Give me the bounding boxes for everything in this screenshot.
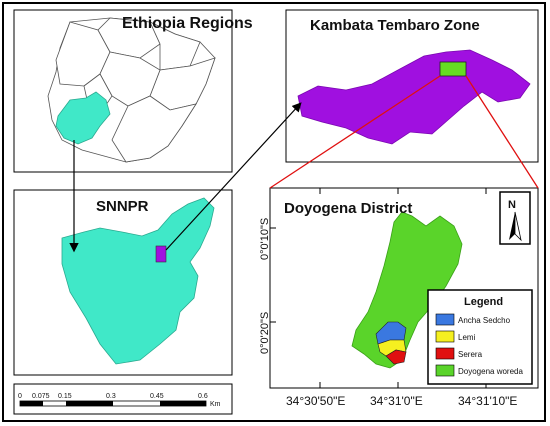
scale-tick-2: 0.15 (58, 393, 72, 400)
kambata-panel: Kambata Tembaro Zone (285, 9, 539, 163)
scale-tick-3: 0.3 (106, 393, 116, 400)
lat-label-2: 0°0'20"S (259, 312, 271, 354)
legend-title: Legend (464, 296, 503, 308)
map-frame (2, 2, 546, 422)
connector-red-left (269, 75, 441, 189)
legend: Legend Ancha Sedcho Lemi Serera Doyogena… (427, 289, 533, 385)
legend-swatch-lemi (435, 330, 455, 343)
legend-label-lemi: Lemi (458, 333, 476, 342)
legend-label-ancha-sedcho: Ancha Sedcho (458, 316, 511, 325)
doyogena-panel: Doyogena District 0°0'10"S 0°0'20"S N Le… (259, 187, 539, 389)
serera-area (385, 349, 407, 365)
scale-tick-4: 0.45 (150, 393, 164, 400)
snnpr-panel-title: SNNPR (96, 198, 149, 215)
lon-label-1: 34°30'50"E (286, 394, 345, 408)
connector-red-right (465, 75, 539, 189)
ethiopia-regions-map (47, 17, 216, 163)
scale-tick-5: 0.6 (198, 393, 208, 400)
ethiopia-panel: Ethiopia Regions (13, 9, 253, 173)
scale-unit: Km (210, 401, 221, 408)
legend-swatch-serera (435, 347, 455, 360)
north-arrow-letter: N (508, 199, 516, 211)
snnpr-location-ethiopia (55, 91, 111, 145)
kambata-panel-title: Kambata Tembaro Zone (310, 17, 480, 34)
scale-bar: 0 0.075 0.15 0.3 0.45 0.6 Km (13, 383, 233, 415)
kambata-location-snnpr (155, 245, 167, 263)
legend-label-serera: Serera (458, 350, 483, 359)
lat-label-1: 0°0'10"S (259, 218, 271, 260)
lon-label-3: 34°31'10"E (458, 394, 517, 408)
ethiopia-panel-title: Ethiopia Regions (122, 15, 253, 32)
legend-label-doyogena-woreda: Doyogena woreda (458, 367, 523, 376)
scale-tick-0: 0 (18, 393, 22, 400)
legend-swatch-doyogena-woreda (435, 364, 455, 377)
doyogena-location-kambata (439, 61, 467, 77)
doyogena-panel-title: Doyogena District (284, 200, 412, 217)
kambata-zone-shape (297, 49, 531, 145)
scale-tick-1: 0.075 (32, 393, 50, 400)
connector-snnpr-to-kambata (165, 102, 302, 251)
snnpr-panel: SNNPR (13, 189, 233, 376)
north-arrow: N (499, 191, 531, 245)
connectors (69, 75, 539, 253)
legend-swatch-ancha-sedcho (435, 313, 455, 326)
lon-label-2: 34°31'0"E (370, 394, 423, 408)
